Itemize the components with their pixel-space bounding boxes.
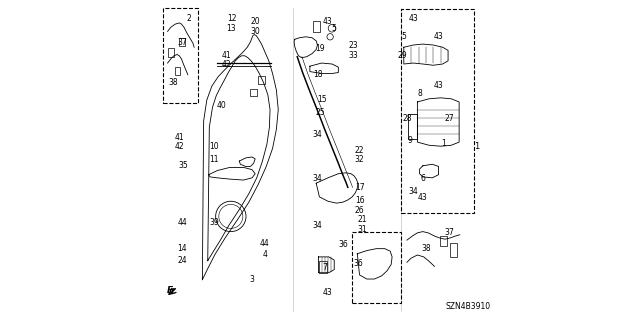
Text: 3: 3 xyxy=(250,275,255,284)
Bar xyxy=(250,89,257,96)
Text: 7: 7 xyxy=(323,263,327,271)
Text: 38: 38 xyxy=(421,243,431,253)
Text: 15: 15 xyxy=(317,95,326,104)
Text: 8: 8 xyxy=(417,89,422,98)
Text: 26: 26 xyxy=(355,206,364,215)
Text: 1: 1 xyxy=(441,139,445,148)
Text: SZN4B3910: SZN4B3910 xyxy=(445,302,490,311)
Text: 18: 18 xyxy=(314,70,323,78)
Text: 5: 5 xyxy=(332,24,337,33)
Text: 14: 14 xyxy=(178,243,188,253)
Bar xyxy=(179,38,185,46)
Text: 11: 11 xyxy=(209,155,219,164)
Text: 2: 2 xyxy=(186,14,191,23)
Text: 43: 43 xyxy=(434,32,444,41)
Text: 24: 24 xyxy=(178,256,188,265)
Text: 21: 21 xyxy=(358,215,367,224)
Text: 23: 23 xyxy=(348,41,358,50)
Text: 43: 43 xyxy=(434,81,444,90)
Text: 43: 43 xyxy=(418,193,428,202)
Text: 10: 10 xyxy=(209,142,219,151)
Text: 4: 4 xyxy=(262,250,267,259)
Text: 22: 22 xyxy=(355,145,364,154)
Text: 1: 1 xyxy=(474,142,479,151)
Text: 16: 16 xyxy=(355,196,364,205)
Text: Fr.: Fr. xyxy=(167,286,179,295)
Bar xyxy=(163,8,198,103)
Text: 32: 32 xyxy=(355,155,364,164)
Text: 5: 5 xyxy=(401,32,406,41)
Text: 36: 36 xyxy=(339,241,349,249)
Text: 27: 27 xyxy=(445,114,454,123)
Text: 30: 30 xyxy=(250,27,260,36)
Text: 42: 42 xyxy=(222,60,232,69)
Text: 35: 35 xyxy=(179,161,188,170)
Text: 19: 19 xyxy=(315,44,325,53)
Text: 34: 34 xyxy=(312,130,322,139)
Text: 9: 9 xyxy=(408,136,413,145)
Text: 41: 41 xyxy=(222,51,232,60)
Bar xyxy=(319,261,327,273)
Text: 6: 6 xyxy=(420,174,425,183)
Bar xyxy=(175,67,180,75)
Text: 36: 36 xyxy=(353,259,363,268)
Text: 40: 40 xyxy=(217,101,227,110)
Text: 42: 42 xyxy=(175,142,184,151)
Text: 43: 43 xyxy=(323,288,333,297)
Text: 44: 44 xyxy=(177,218,188,227)
Text: 37: 37 xyxy=(177,38,188,47)
Text: 44: 44 xyxy=(260,239,269,248)
Text: 38: 38 xyxy=(168,78,178,86)
Bar xyxy=(401,9,474,213)
Bar xyxy=(313,21,320,32)
Bar xyxy=(451,243,457,257)
Bar xyxy=(440,236,447,247)
Text: 31: 31 xyxy=(358,225,367,234)
Text: 34: 34 xyxy=(408,187,418,196)
Text: 41: 41 xyxy=(175,133,184,142)
Bar xyxy=(351,232,401,303)
Text: 29: 29 xyxy=(397,51,407,60)
Text: 43: 43 xyxy=(408,14,418,23)
Text: 43: 43 xyxy=(323,18,333,26)
Text: 34: 34 xyxy=(312,174,322,183)
Text: 12: 12 xyxy=(227,14,236,23)
Text: 28: 28 xyxy=(402,114,412,123)
Text: 37: 37 xyxy=(445,228,454,237)
Text: 17: 17 xyxy=(355,183,364,192)
Text: 25: 25 xyxy=(315,108,325,116)
Text: 39: 39 xyxy=(209,218,219,227)
Bar xyxy=(259,76,265,84)
Text: 33: 33 xyxy=(348,51,358,60)
Text: 34: 34 xyxy=(312,221,322,230)
Text: 20: 20 xyxy=(250,18,260,26)
Text: 13: 13 xyxy=(227,24,236,33)
Bar xyxy=(168,48,174,57)
